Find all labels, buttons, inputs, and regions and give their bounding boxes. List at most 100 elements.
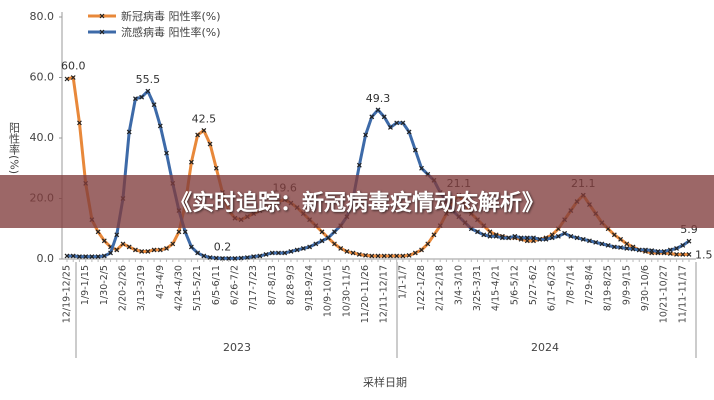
point-marker bbox=[338, 245, 344, 251]
point-marker bbox=[170, 241, 176, 247]
point-marker bbox=[244, 255, 250, 260]
point-marker bbox=[132, 96, 138, 102]
point-marker bbox=[649, 248, 655, 253]
point-marker bbox=[313, 241, 319, 247]
point-marker bbox=[618, 236, 624, 242]
x-tick-label: 8/19-8/25 bbox=[603, 265, 614, 311]
point-marker bbox=[499, 235, 505, 241]
y-axis-label: 阳性率(%) bbox=[8, 122, 21, 174]
point-marker bbox=[70, 75, 76, 80]
x-tick-label: 11/20-11/26 bbox=[360, 265, 371, 323]
point-marker bbox=[70, 253, 76, 259]
x-tick-label: 3/25-3/31 bbox=[472, 265, 483, 311]
point-marker bbox=[686, 238, 692, 244]
banner-band bbox=[0, 175, 714, 228]
point-marker bbox=[481, 232, 487, 238]
legend-label: 流感病毒 阳性率(%) bbox=[121, 25, 221, 39]
x-tick-label: 10/21-10/27 bbox=[659, 265, 670, 323]
point-marker bbox=[661, 249, 667, 254]
point-marker bbox=[114, 232, 120, 238]
point-marker bbox=[238, 255, 244, 261]
point-marker bbox=[624, 241, 630, 247]
point-marker bbox=[618, 245, 624, 250]
x-tick-label: 7/8-7/14 bbox=[565, 265, 576, 305]
x-tick-label: 10/30-11/5 bbox=[341, 265, 352, 317]
x-tick-label: 9/30-10/6 bbox=[640, 265, 651, 311]
x-tick-label: 3/13-3/19 bbox=[136, 265, 147, 311]
point-marker bbox=[232, 255, 238, 261]
x-tick-label: 8/7-8/13 bbox=[267, 265, 278, 305]
point-marker bbox=[182, 229, 188, 235]
point-marker bbox=[319, 229, 325, 235]
point-marker bbox=[145, 249, 151, 254]
point-marker bbox=[201, 253, 207, 259]
y-tick-label: 0.0 bbox=[37, 252, 55, 265]
x-axis-label: 采样日期 bbox=[363, 375, 407, 389]
point-marker bbox=[300, 245, 306, 251]
point-marker bbox=[356, 162, 362, 168]
x-tick-label: 6/17-6/23 bbox=[547, 265, 558, 311]
point-marker bbox=[419, 247, 424, 253]
x-tick-label: 4/3-4/9 bbox=[155, 265, 166, 299]
point-marker bbox=[207, 141, 213, 147]
point-marker bbox=[636, 247, 642, 253]
point-marker bbox=[126, 129, 132, 135]
point-marker bbox=[188, 159, 194, 165]
point-marker bbox=[77, 254, 82, 260]
point-marker bbox=[226, 255, 232, 261]
point-marker bbox=[431, 232, 437, 238]
point-marker bbox=[475, 229, 480, 235]
point-marker bbox=[332, 241, 337, 247]
x-tick-label: 1/1-1/7 bbox=[397, 265, 408, 299]
point-marker bbox=[400, 120, 406, 126]
point-marker bbox=[512, 233, 518, 239]
point-marker bbox=[263, 252, 269, 257]
x-tick-label: 2/12-2/18 bbox=[435, 265, 446, 311]
point-marker bbox=[400, 253, 406, 259]
point-marker bbox=[363, 132, 368, 138]
x-tick-label: 1/30-2/5 bbox=[99, 265, 110, 305]
point-marker bbox=[77, 120, 82, 126]
point-marker bbox=[587, 238, 592, 244]
point-marker bbox=[543, 236, 549, 242]
point-marker bbox=[375, 107, 381, 113]
point-marker bbox=[307, 244, 313, 250]
point-marker bbox=[406, 129, 412, 135]
point-marker bbox=[388, 124, 393, 130]
point-marker bbox=[555, 233, 561, 239]
point-marker bbox=[251, 254, 257, 260]
data-label: 0.2 bbox=[214, 240, 232, 253]
point-marker bbox=[593, 239, 599, 245]
point-marker bbox=[257, 253, 263, 259]
point-marker bbox=[350, 250, 356, 256]
x-tick-label: 10/9-10/15 bbox=[323, 265, 334, 317]
x-tick-label: 12/11-12/17 bbox=[379, 265, 390, 323]
point-marker bbox=[294, 247, 300, 253]
legend-marker bbox=[99, 13, 105, 19]
point-marker bbox=[388, 253, 393, 259]
point-marker bbox=[126, 244, 132, 250]
point-marker bbox=[176, 229, 182, 235]
point-marker bbox=[667, 251, 673, 256]
point-marker bbox=[369, 253, 375, 259]
point-marker bbox=[549, 235, 555, 241]
x-tick-label: 9/18-9/24 bbox=[304, 265, 315, 311]
x-tick-label: 3/4-3/10 bbox=[453, 265, 464, 305]
point-marker bbox=[369, 114, 375, 120]
point-marker bbox=[325, 235, 331, 241]
x-tick-label: 5/15-5/21 bbox=[192, 265, 203, 311]
plot-area: 0.020.040.060.080.012/19-12/251/9-1/151/… bbox=[30, 9, 713, 323]
point-marker bbox=[282, 250, 288, 256]
point-marker bbox=[195, 132, 201, 138]
point-marker bbox=[157, 123, 163, 129]
point-marker bbox=[562, 230, 568, 236]
point-marker bbox=[624, 245, 630, 251]
point-marker bbox=[487, 229, 493, 235]
x-tick-label: 12/19-12/25 bbox=[62, 265, 73, 323]
point-marker bbox=[64, 253, 70, 259]
point-marker bbox=[487, 233, 493, 239]
point-marker bbox=[394, 253, 400, 259]
x-tick-label: 9/9-9/15 bbox=[621, 265, 632, 305]
x-tick-label: 6/5-6/11 bbox=[211, 265, 222, 305]
y-tick-label: 60.0 bbox=[30, 71, 55, 84]
